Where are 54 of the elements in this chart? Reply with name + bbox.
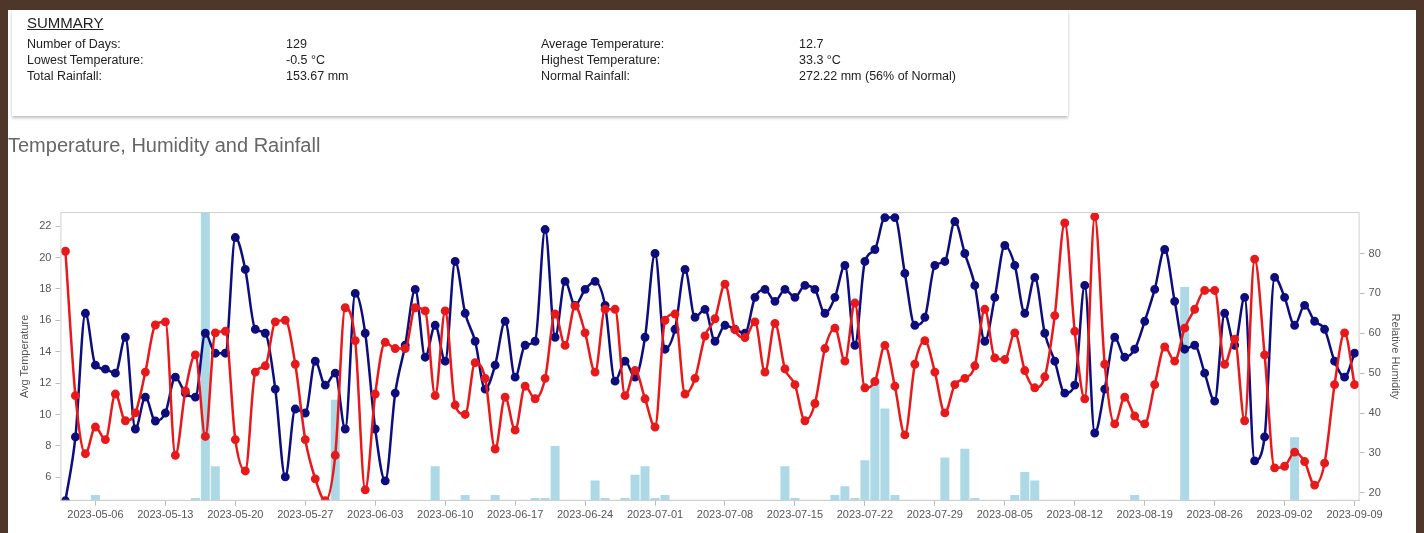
x-tick-label: 2023-08-26 xyxy=(1186,508,1243,521)
y2-tick-label: 80 xyxy=(1368,246,1381,259)
text: 33.3 °C xyxy=(799,53,842,67)
x-tick-label: 2023-06-17 xyxy=(486,508,544,521)
x-tick-label: 2023-06-10 xyxy=(417,508,474,521)
text: Highest Temperature: xyxy=(541,53,662,67)
text: 129 xyxy=(286,37,308,51)
y-tick-label: 16 xyxy=(39,313,52,326)
text: SUMMARY xyxy=(27,14,104,31)
x-tick-label: 2023-06-03 xyxy=(347,508,404,521)
x-tick-label: 2023-08-05 xyxy=(976,508,1033,521)
x-tick-label: 2023-06-24 xyxy=(556,508,614,521)
y-tick-label: 22 xyxy=(39,219,52,232)
text: Normal Rainfall: xyxy=(541,69,631,83)
y-tick-label: 20 xyxy=(39,250,52,263)
y-tick-label: 12 xyxy=(39,376,52,389)
x-tick-label: 2023-05-20 xyxy=(207,508,264,521)
bar xyxy=(430,466,440,501)
y2-tick-label: 50 xyxy=(1368,366,1381,379)
x-tick-label: 2023-07-15 xyxy=(766,508,824,521)
x-tick-label: 2023-07-22 xyxy=(836,508,894,521)
x-tick-label: 2023-09-02 xyxy=(1256,508,1313,521)
x-tick-label: 2023-09-09 xyxy=(1326,508,1383,521)
y2-tick-label: 20 xyxy=(1368,485,1381,498)
chart-title: Temperature, Humidity and Rainfall xyxy=(8,134,321,157)
text: Number of Days: xyxy=(27,37,122,51)
x-tick-label: 2023-08-19 xyxy=(1116,508,1173,521)
y-tick-label: 14 xyxy=(39,344,52,357)
y2-tick-label: 30 xyxy=(1368,445,1381,458)
y-tick-label: 18 xyxy=(39,281,52,294)
bar xyxy=(940,457,950,501)
x-tick-label: 2023-07-01 xyxy=(626,508,684,521)
y-tick-label: 6 xyxy=(45,470,52,483)
y2-axis-title: Relative Humidity xyxy=(1390,313,1403,400)
text: Lowest Temperature: xyxy=(27,53,145,67)
text: 272.22 mm (56% of Normal) xyxy=(799,69,957,83)
x-tick-label: 2023-08-12 xyxy=(1046,508,1103,521)
text: 153.67 mm xyxy=(286,69,350,83)
x-tick-label: 2023-07-08 xyxy=(696,508,754,521)
text: -0.5 °C xyxy=(286,53,327,67)
y-axis-title: Avg Temperature xyxy=(17,314,30,399)
x-tick-label: 2023-05-27 xyxy=(277,508,334,521)
y2-tick-label: 40 xyxy=(1368,406,1381,419)
text: 12.7 xyxy=(799,37,825,51)
x-tick-label: 2023-05-06 xyxy=(67,508,124,521)
y-tick-label: 8 xyxy=(45,438,52,451)
text: Total Rainfall: xyxy=(27,69,104,83)
x-tick-label: 2023-07-29 xyxy=(906,508,963,521)
text: Average Temperature: xyxy=(541,37,666,51)
y2-tick-label: 70 xyxy=(1368,286,1381,299)
bar xyxy=(1180,287,1190,501)
x-tick-label: 2023-05-13 xyxy=(137,508,194,521)
y2-tick-label: 60 xyxy=(1368,326,1381,339)
y-tick-label: 10 xyxy=(39,407,52,420)
